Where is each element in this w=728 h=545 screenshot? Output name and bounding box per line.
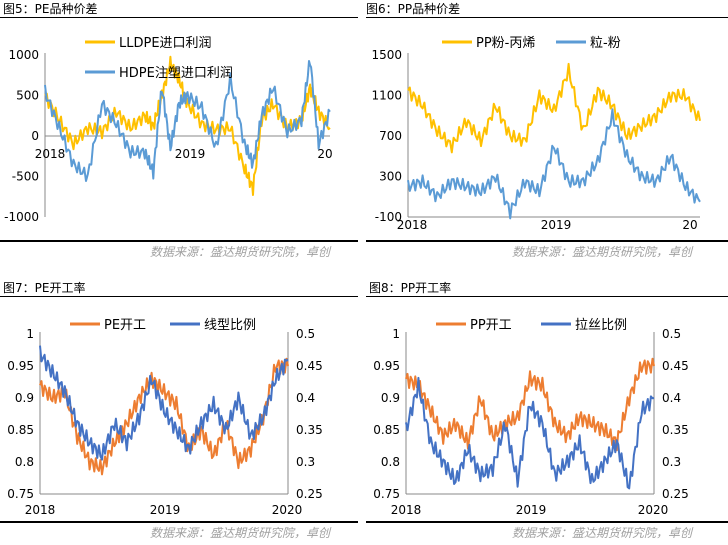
x-tick-label: 2018 bbox=[391, 503, 422, 517]
y-right-tick-label: 0.3 bbox=[662, 455, 681, 469]
y-left-tick-label: 1 bbox=[392, 327, 400, 341]
y-right-tick-label: 0.25 bbox=[662, 487, 689, 501]
bottom-rule-5 bbox=[0, 240, 358, 242]
y-right-tick-label: 0.45 bbox=[662, 359, 689, 373]
series-line-2 bbox=[44, 60, 331, 182]
y-right-tick-label: 0.5 bbox=[296, 327, 315, 341]
legend-label-2: 粒-粉 bbox=[590, 36, 621, 51]
series-line-1 bbox=[39, 357, 289, 476]
x-tick-label: 2020 bbox=[272, 503, 303, 517]
legend-label-1: PE开工 bbox=[104, 318, 146, 333]
y-left-tick-label: 500 bbox=[16, 89, 39, 103]
y-right-tick-label: 0.3 bbox=[296, 455, 315, 469]
title-rule-5 bbox=[0, 17, 358, 18]
source-text-7: 数据来源：盛达期货研究院，卓创 bbox=[150, 526, 331, 540]
series-line-1 bbox=[405, 357, 655, 452]
y-right-tick-label: 0.4 bbox=[662, 391, 681, 405]
x-tick-label: 20 bbox=[682, 218, 697, 232]
legend-label-1: PP开工 bbox=[470, 318, 512, 333]
y-left-tick-label: 0.75 bbox=[7, 487, 34, 501]
figure-title-5: 图5：PE品种价差 bbox=[3, 2, 98, 16]
figure-title-6: 图6：PP品种价差 bbox=[366, 2, 461, 16]
y-left-tick-label: 0.85 bbox=[7, 423, 34, 437]
legend-label-2: HDPE注塑进口利润 bbox=[119, 66, 233, 81]
y-left-tick-label: 1500 bbox=[371, 48, 402, 62]
x-tick-label: 2019 bbox=[150, 503, 181, 517]
x-tick-label: 20 bbox=[317, 147, 332, 161]
series-line-2 bbox=[405, 376, 655, 490]
y-right-tick-label: 0.5 bbox=[662, 327, 681, 341]
source-text-6: 数据来源：盛达期货研究院，卓创 bbox=[512, 245, 693, 259]
bottom-rule-7 bbox=[0, 521, 358, 523]
chart-fig5: 1000 500 0 -500 -1000 2018 2019 20 LLDPE进口利润 HDPE… bbox=[4, 36, 333, 224]
y-left-tick-label: -1000 bbox=[4, 210, 39, 224]
y-left-tick-label: 1 bbox=[26, 327, 34, 341]
y-right-tick-label: 0.35 bbox=[296, 423, 323, 437]
legend-label-1: LLDPE进口利润 bbox=[119, 36, 212, 51]
y-left-tick-label: 1100 bbox=[371, 89, 402, 103]
y-left-tick-label: 0 bbox=[31, 129, 39, 143]
x-tick-label: 2018 bbox=[25, 503, 56, 517]
x-tick-label: 2019 bbox=[541, 218, 572, 232]
y-left-tick-label: -500 bbox=[12, 170, 39, 184]
y-left-tick-label: 0.8 bbox=[381, 455, 400, 469]
legend-label-2: 拉丝比例 bbox=[575, 318, 627, 333]
bottom-rule-8 bbox=[366, 521, 728, 523]
y-left-tick-label: 0.75 bbox=[373, 487, 400, 501]
y-left-tick-label: 1000 bbox=[8, 48, 39, 62]
y-left-tick-label: 0.95 bbox=[7, 359, 34, 373]
series-line-2 bbox=[407, 108, 701, 220]
title-rule-7 bbox=[0, 296, 358, 297]
y-right-tick-label: 0.4 bbox=[296, 391, 315, 405]
y-right-tick-label: 0.35 bbox=[662, 423, 689, 437]
x-tick-label: 2018 bbox=[35, 147, 66, 161]
y-left-tick-label: 0.9 bbox=[15, 391, 34, 405]
figure-title-8: 图8：PP开工率 bbox=[369, 281, 452, 295]
y-right-tick-label: 0.45 bbox=[296, 359, 323, 373]
source-text-8: 数据来源：盛达期货研究院，卓创 bbox=[512, 526, 693, 540]
series-line-2 bbox=[39, 345, 289, 461]
x-tick-label: 2019 bbox=[516, 503, 547, 517]
y-left-tick-label: -100 bbox=[375, 210, 402, 224]
x-tick-label: 2018 bbox=[397, 218, 428, 232]
legend-label-1: PP粉-丙烯 bbox=[476, 36, 535, 51]
y-right-tick-label: 0.25 bbox=[296, 487, 323, 501]
chart-fig7: 1 0.95 0.9 0.85 0.8 0.75 0.5 0.45 0.4 0.35 0.3 0.25… bbox=[7, 318, 323, 517]
x-tick-label: 2020 bbox=[638, 503, 669, 517]
figure-title-7: 图7：PE开工率 bbox=[3, 281, 86, 295]
y-left-tick-label: 0.9 bbox=[381, 391, 400, 405]
y-left-tick-label: 0.95 bbox=[373, 359, 400, 373]
source-text-5: 数据来源：盛达期货研究院，卓创 bbox=[150, 245, 331, 259]
series-line-1 bbox=[407, 62, 701, 154]
y-left-tick-label: 0.85 bbox=[373, 423, 400, 437]
legend-label-2: 线型比例 bbox=[204, 318, 256, 333]
y-left-tick-label: 700 bbox=[379, 129, 402, 143]
title-rule-8 bbox=[366, 296, 728, 297]
title-rule-6 bbox=[366, 17, 728, 18]
x-tick-label: 2019 bbox=[175, 147, 206, 161]
bottom-rule-6 bbox=[366, 240, 728, 242]
y-left-tick-label: 0.8 bbox=[15, 455, 34, 469]
chart-fig8: 1 0.95 0.9 0.85 0.8 0.75 0.5 0.45 0.4 0.35 0.3 0.25… bbox=[373, 318, 689, 517]
y-left-tick-label: 300 bbox=[379, 170, 402, 184]
